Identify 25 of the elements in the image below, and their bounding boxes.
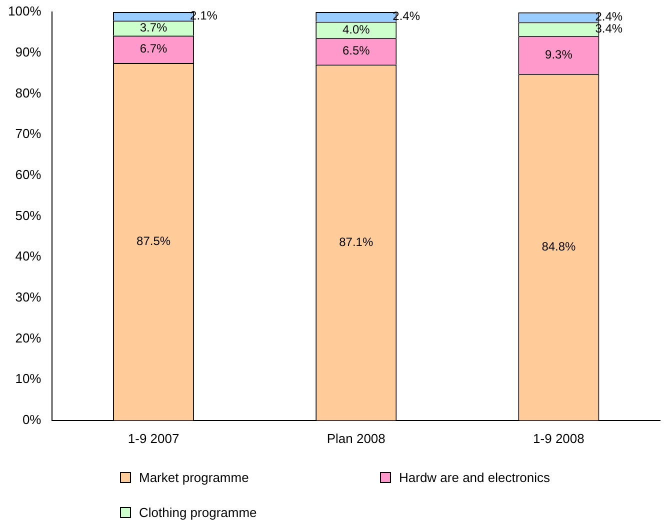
x-tick-label: 1-9 2007 — [128, 430, 180, 446]
y-tick-label: 30% — [15, 289, 42, 304]
y-tick-label: 20% — [15, 330, 42, 346]
y-tick-label: 80% — [15, 85, 42, 100]
data-label: 87.1% — [339, 234, 374, 249]
legend-label: Clothing programme — [139, 505, 257, 520]
legend-label: Hardw are and electronics — [399, 470, 550, 485]
data-label: 6.7% — [140, 42, 168, 56]
y-tick-label: 90% — [15, 44, 42, 60]
data-label: 3.7% — [140, 20, 168, 34]
y-tick-label: 10% — [15, 371, 42, 386]
x-tick-label: 1-9 2008 — [533, 430, 584, 446]
y-tick-label: 100% — [8, 4, 42, 19]
x-tick-label: Plan 2008 — [326, 430, 386, 446]
y-tick-label: 0% — [22, 412, 42, 427]
data-label: 4.0% — [342, 22, 370, 36]
y-tick-label: 50% — [15, 208, 42, 223]
y-tick-label: 60% — [15, 166, 42, 182]
y-tick-label: 70% — [15, 126, 42, 142]
legend-label: Market programme — [139, 470, 249, 485]
data-label: 87.5% — [136, 234, 171, 248]
data-label: 9.3% — [545, 47, 573, 62]
data-label: 6.5% — [342, 44, 370, 58]
y-tick-label: 40% — [15, 248, 42, 264]
data-label: 84.8% — [542, 240, 576, 254]
